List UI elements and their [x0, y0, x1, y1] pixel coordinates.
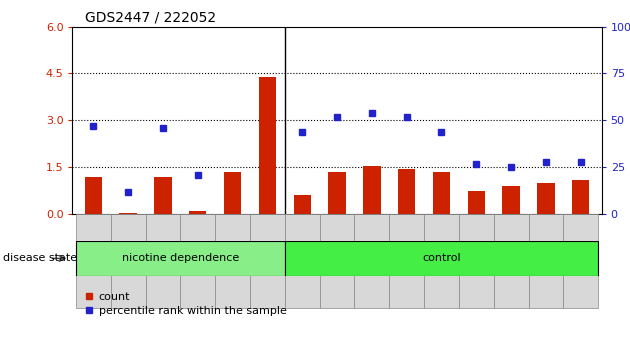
Bar [294, 195, 311, 214]
Bar [433, 172, 450, 214]
Bar [363, 166, 381, 214]
Bar [111, 214, 146, 308]
Bar [76, 214, 111, 308]
Bar [459, 214, 494, 308]
Bar [319, 214, 355, 308]
Bar [76, 241, 285, 276]
Bar [215, 214, 250, 308]
Text: control: control [422, 253, 461, 263]
Bar [285, 241, 598, 276]
Bar [398, 169, 415, 214]
Text: nicotine dependence: nicotine dependence [122, 253, 239, 263]
Bar [180, 214, 215, 308]
Bar [146, 214, 180, 308]
Bar [572, 180, 590, 214]
Bar [285, 214, 319, 308]
Bar [563, 214, 598, 308]
Bar [424, 214, 459, 308]
Bar [467, 191, 485, 214]
Bar [328, 172, 346, 214]
Bar [529, 214, 563, 308]
Bar [389, 214, 424, 308]
Bar [355, 214, 389, 308]
Legend: count, percentile rank within the sample: count, percentile rank within the sample [84, 292, 287, 316]
Bar [189, 211, 207, 214]
Bar [250, 214, 285, 308]
Bar [259, 76, 276, 214]
Bar [154, 177, 171, 214]
Bar [120, 213, 137, 214]
Bar [537, 183, 554, 214]
Bar [224, 172, 241, 214]
Text: GDS2447 / 222052: GDS2447 / 222052 [85, 11, 216, 25]
Bar [502, 186, 520, 214]
Text: disease state: disease state [3, 253, 77, 263]
Bar [84, 177, 102, 214]
Bar [494, 214, 529, 308]
